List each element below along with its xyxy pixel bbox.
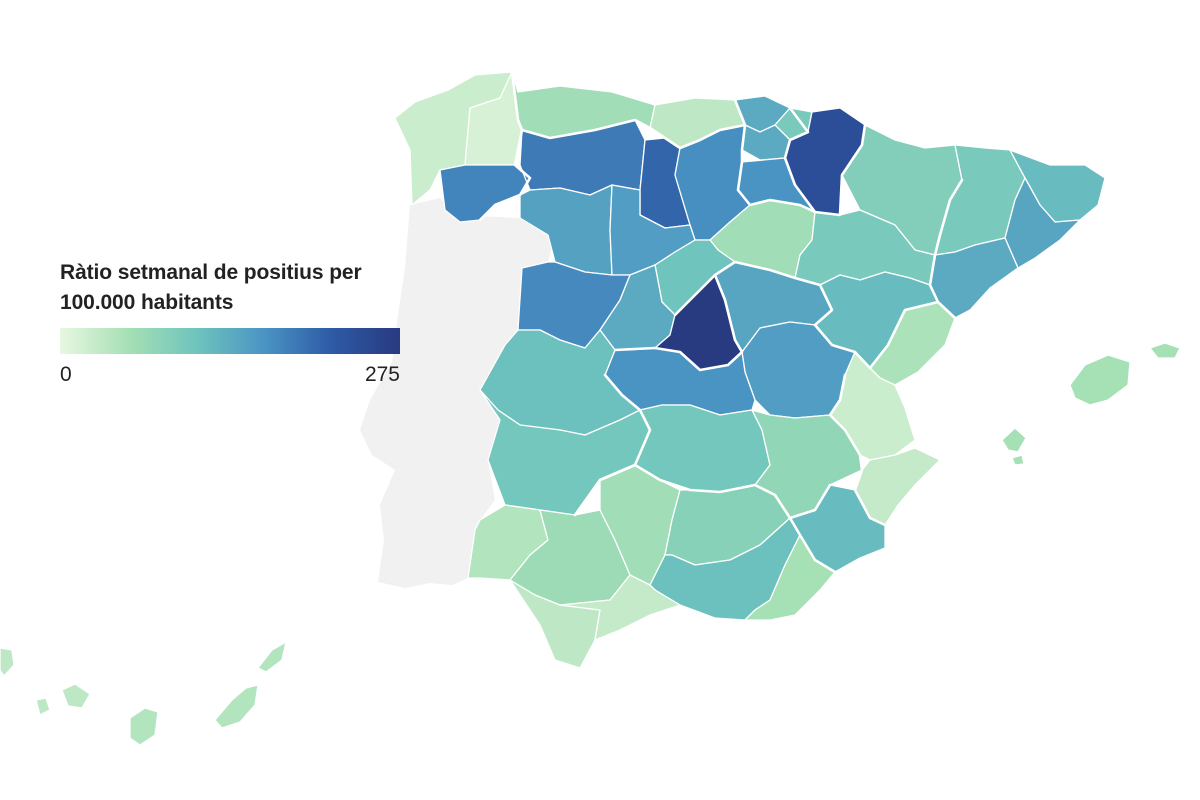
legend: Ràtio setmanal de positius per 100.000 h…: [60, 258, 405, 387]
region-borders: [478, 70, 964, 574]
legend-title-line2: 100.000 habitants: [60, 291, 234, 314]
province-las-palmas: [129, 707, 159, 746]
province-illes-balears: [1069, 354, 1131, 406]
province-illes-balears: [1011, 454, 1025, 466]
portugal-shape: [360, 198, 555, 588]
province-barcelona: [1004, 177, 1081, 269]
province-illes-balears: [1001, 427, 1027, 453]
legend-labels: 0 275: [60, 363, 400, 387]
legend-color-ramp: [60, 328, 400, 354]
legend-title: Ràtio setmanal de positius per 100.000 h…: [60, 258, 405, 318]
province-illes-balears: [1149, 342, 1181, 359]
provinces-layer: [0, 71, 1181, 746]
province-santa-cruz-de-tenerife: [61, 683, 91, 709]
province-santa-cruz-de-tenerife: [0, 647, 15, 677]
province-santa-cruz-de-tenerife: [35, 697, 51, 716]
legend-min-label: 0: [60, 363, 72, 386]
legend-max-label: 275: [364, 363, 400, 386]
province-valència: [829, 351, 916, 461]
province-las-palmas: [257, 641, 287, 673]
legend-title-line1: Ràtio setmanal de positius per: [60, 261, 362, 284]
province-las-palmas: [214, 684, 259, 729]
province-málaga: [559, 574, 681, 641]
